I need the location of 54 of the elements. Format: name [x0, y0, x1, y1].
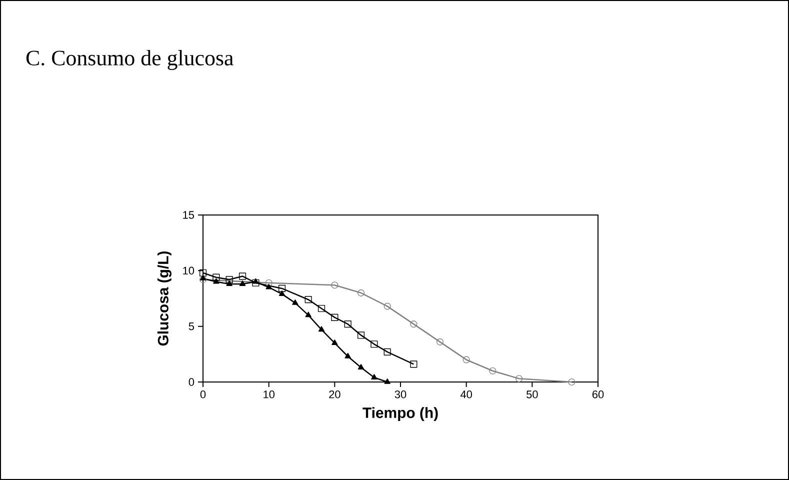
point	[304, 296, 312, 304]
point	[266, 284, 272, 290]
point	[384, 378, 390, 384]
point	[305, 312, 312, 318]
point	[410, 320, 418, 328]
point	[462, 356, 470, 364]
point	[384, 302, 391, 310]
y-tick-label: 5	[188, 322, 194, 330]
x-tick-label: 40	[460, 390, 472, 398]
point	[371, 374, 378, 380]
point	[199, 269, 207, 276]
x-axis-title: Tiempo (h)	[362, 407, 438, 422]
point	[213, 278, 220, 284]
point	[278, 290, 286, 296]
point	[212, 274, 220, 281]
point	[384, 348, 391, 356]
y-tick-label: 10	[183, 266, 194, 275]
point	[489, 367, 496, 374]
y-axis-title: Glucosa (g/L)	[157, 251, 172, 346]
point	[278, 284, 286, 292]
y-tick-label: 15	[183, 211, 194, 219]
point	[332, 339, 338, 345]
x-tick-label: 10	[264, 390, 274, 398]
point	[199, 276, 207, 284]
point	[238, 272, 246, 280]
point	[252, 278, 259, 284]
y-tick-label: 0	[188, 378, 194, 386]
x-tick-label: 50	[526, 390, 538, 398]
point	[200, 274, 206, 280]
x-tick-label: 60	[592, 390, 604, 398]
point	[358, 364, 364, 370]
point	[344, 352, 351, 358]
chart-title: C. Consumo de glucosa	[26, 50, 234, 70]
point	[239, 280, 246, 286]
point	[318, 326, 325, 332]
point	[292, 299, 298, 305]
point	[410, 360, 418, 368]
point	[568, 378, 576, 386]
point	[344, 320, 352, 328]
point	[370, 340, 378, 348]
point	[515, 375, 523, 382]
point	[265, 279, 272, 286]
x-tick-label: 20	[329, 390, 340, 398]
point	[226, 276, 233, 284]
point	[357, 332, 365, 339]
x-tick-label: 30	[394, 390, 406, 398]
point	[357, 289, 365, 296]
point	[252, 279, 260, 286]
point	[226, 280, 232, 286]
point	[318, 304, 326, 312]
x-tick-label: 0	[200, 390, 206, 398]
point	[331, 314, 338, 321]
point	[331, 282, 338, 289]
point	[436, 338, 444, 346]
